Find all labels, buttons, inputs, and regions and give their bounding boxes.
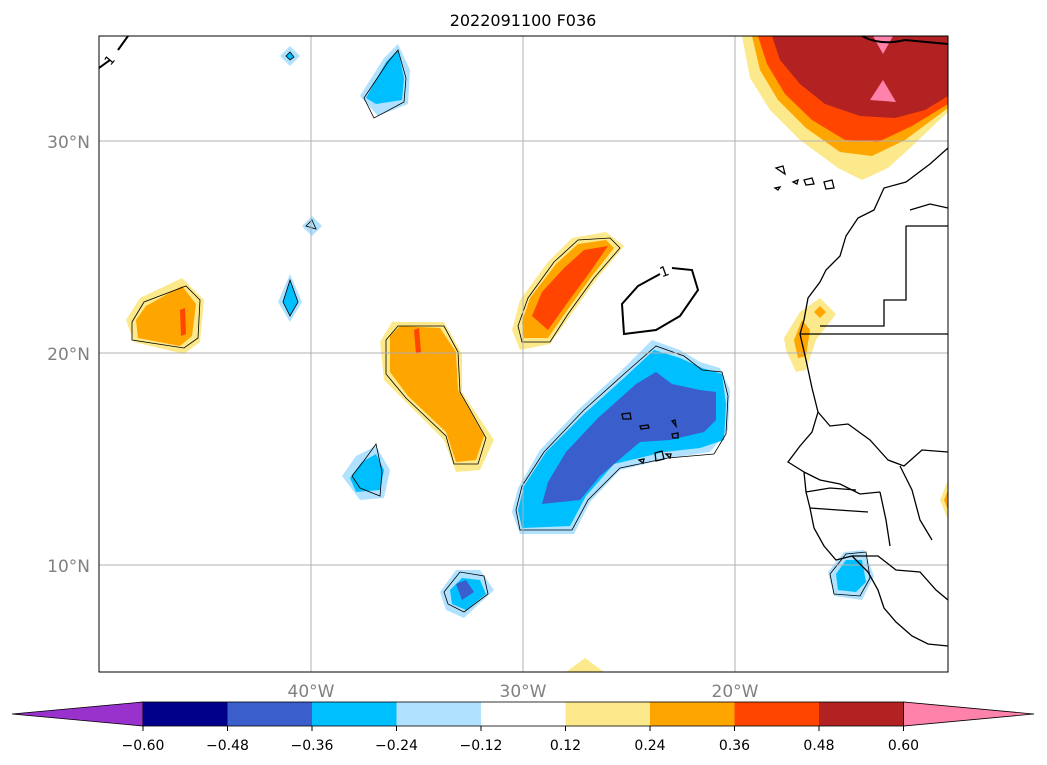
colorbar-tick-label: 0.48	[803, 738, 834, 754]
colorbar-tick-label: −0.48	[206, 738, 249, 754]
warm-anomaly-northeast	[742, 36, 948, 180]
lon-label-40w: 40°W	[288, 682, 335, 702]
colorbar-segment	[143, 702, 228, 726]
warm-anomaly-streak	[512, 232, 624, 350]
map-title: 2022091100 F036	[450, 11, 597, 30]
colorbar-extend-high	[903, 701, 1035, 727]
colorbar-segment	[650, 702, 735, 726]
gridlines	[99, 36, 948, 672]
colorbar-tick-label: 0.24	[634, 738, 665, 754]
colorbar-tick-label: −0.36	[291, 738, 334, 754]
colorbar-segment	[819, 702, 904, 726]
colorbar-tick-label: 0.12	[550, 738, 581, 754]
cold-anomaly-small-spots	[278, 46, 322, 322]
colorbar-segment	[227, 702, 313, 726]
colorbar-segment	[396, 702, 482, 726]
colorbar-tick-label: −0.12	[460, 738, 503, 754]
warm-anomaly-central	[380, 322, 494, 472]
map-frame	[98, 35, 949, 673]
coastlines	[621, 147, 948, 647]
contour-lines	[99, 36, 700, 336]
cold-anomaly-north	[360, 44, 410, 119]
colorbar-frame	[142, 701, 904, 727]
colorbar-tick-label: 0.60	[888, 738, 919, 754]
map-panel: 1 1	[99, 36, 948, 672]
colorbar-tick-label: 0.36	[719, 738, 750, 754]
colorbar-segment	[565, 702, 651, 726]
colorbar-segment	[481, 702, 566, 726]
warm-anomaly-west	[126, 278, 204, 354]
colorbar-tick-label: −0.24	[375, 738, 418, 754]
colorbar: −0.60 −0.48 −0.36 −0.24 −0.12 0.12 0.24 0.36 0.4…	[11, 701, 1035, 754]
colorbar-segment	[734, 702, 820, 726]
colorbar-extend-low	[11, 701, 144, 727]
lon-label-20w: 20°W	[712, 682, 759, 702]
lon-label-30w: 30°W	[500, 682, 547, 702]
lat-label-30n: 30°N	[47, 133, 90, 153]
cold-anomaly-south-spots	[342, 443, 874, 618]
lat-label-20n: 20°N	[47, 345, 90, 365]
colorbar-segment	[312, 702, 397, 726]
lat-label-10n: 10°N	[47, 557, 90, 577]
cold-anomaly-main	[512, 340, 730, 534]
colorbar-tick-label: −0.60	[122, 738, 165, 754]
